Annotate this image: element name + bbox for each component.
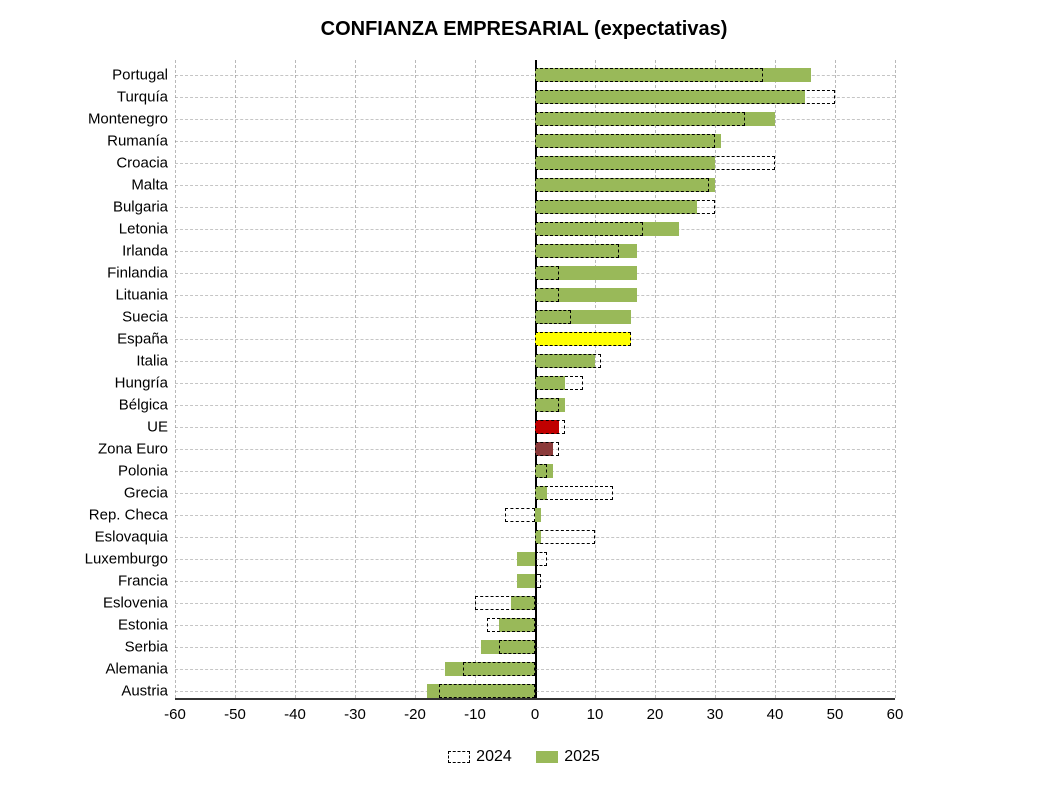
country-label: Italia (8, 353, 168, 370)
bar-2024 (535, 486, 613, 500)
row-gridline (175, 691, 895, 692)
bar-2024 (535, 332, 631, 346)
bar-2024 (535, 134, 715, 148)
chart-title: CONFIANZA EMPRESARIAL (expectativas) (0, 18, 1048, 41)
bar-2024 (535, 442, 559, 456)
x-tick-label: 10 (587, 706, 604, 723)
x-tick-label: -40 (284, 706, 306, 723)
bar-2024 (499, 640, 535, 654)
country-label: Rumanía (8, 133, 168, 150)
country-label: Finlandia (8, 265, 168, 282)
country-label: Zona Euro (8, 441, 168, 458)
bar-2025 (517, 552, 535, 566)
bar-2024 (475, 596, 535, 610)
bar-2024 (535, 178, 709, 192)
country-label: Letonia (8, 221, 168, 238)
bar-2024 (535, 530, 595, 544)
bar-2024 (535, 552, 547, 566)
legend-label-2025: 2025 (564, 748, 600, 766)
country-label: Luxemburgo (8, 551, 168, 568)
country-label: Polonia (8, 463, 168, 480)
bar-2024 (505, 508, 535, 522)
country-label: Lituania (8, 287, 168, 304)
country-label: Portugal (8, 67, 168, 84)
bar-2024 (535, 398, 559, 412)
country-label: Eslovenia (8, 595, 168, 612)
x-tick-label: 60 (887, 706, 904, 723)
country-label: Austria (8, 683, 168, 700)
bar-2024 (535, 68, 763, 82)
country-label: Croacia (8, 155, 168, 172)
country-label: Montenegro (8, 111, 168, 128)
row-gridline (175, 603, 895, 604)
x-tick-label: 50 (827, 706, 844, 723)
bar-2024 (535, 222, 643, 236)
bar-2024 (535, 244, 619, 258)
country-label: Francia (8, 573, 168, 590)
bar-2024 (535, 156, 775, 170)
row-gridline (175, 669, 895, 670)
row-gridline (175, 647, 895, 648)
country-label: Malta (8, 177, 168, 194)
country-label: Hungría (8, 375, 168, 392)
plot-area (175, 60, 895, 700)
legend-label-2024: 2024 (476, 748, 512, 766)
country-label: Estonia (8, 617, 168, 634)
bar-2024 (439, 684, 535, 698)
country-label: Bulgaria (8, 199, 168, 216)
x-tick-label: -30 (344, 706, 366, 723)
bar-2024 (535, 200, 715, 214)
x-tick-label: -10 (464, 706, 486, 723)
country-label: Bélgica (8, 397, 168, 414)
legend-item-2025: 2025 (536, 748, 600, 766)
bar-2024 (535, 464, 547, 478)
country-label: Grecia (8, 485, 168, 502)
grid-line (895, 60, 896, 698)
country-label: UE (8, 419, 168, 436)
bar-2024 (535, 310, 571, 324)
country-label: Suecia (8, 309, 168, 326)
bar-2024 (535, 420, 565, 434)
bar-2024 (535, 112, 745, 126)
x-tick-label: -20 (404, 706, 426, 723)
country-label: Rep. Checa (8, 507, 168, 524)
legend-swatch-2025 (536, 751, 558, 763)
legend-swatch-2024 (448, 751, 470, 763)
country-label: Serbia (8, 639, 168, 656)
country-label: Turquía (8, 89, 168, 106)
bar-2024 (535, 288, 559, 302)
country-label: España (8, 331, 168, 348)
bar-2024 (487, 618, 535, 632)
x-tick-label: 30 (707, 706, 724, 723)
country-label: Alemania (8, 661, 168, 678)
bar-2024 (535, 90, 835, 104)
x-tick-label: -60 (164, 706, 186, 723)
bar-2025 (517, 574, 535, 588)
bar-2024 (535, 266, 559, 280)
country-label: Irlanda (8, 243, 168, 260)
row-gridline (175, 625, 895, 626)
legend-item-2024: 2024 (448, 748, 512, 766)
x-tick-label: 0 (531, 706, 539, 723)
bar-2024 (535, 574, 541, 588)
legend: 2024 2025 (0, 748, 1048, 768)
x-tick-label: -50 (224, 706, 246, 723)
x-tick-label: 20 (647, 706, 664, 723)
bar-2025 (535, 508, 541, 522)
bar-2024 (535, 354, 601, 368)
bar-2024 (463, 662, 535, 676)
country-label: Eslovaquia (8, 529, 168, 546)
x-tick-label: 40 (767, 706, 784, 723)
bar-2024 (535, 376, 583, 390)
